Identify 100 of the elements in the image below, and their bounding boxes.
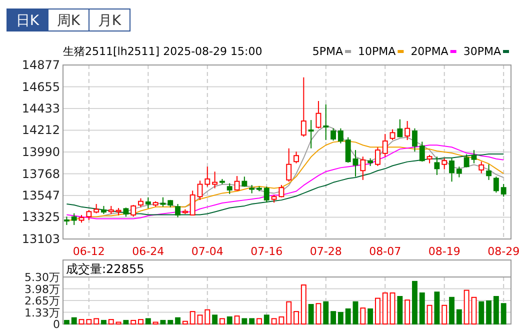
- x-tick-label: 06-12: [72, 245, 105, 258]
- y-tick-label: 13103: [22, 232, 60, 246]
- bar: [204, 309, 210, 324]
- bar: [64, 320, 70, 324]
- bar: [168, 320, 174, 324]
- bar: [412, 280, 418, 324]
- y-tick-label: 14212: [22, 123, 60, 138]
- y-tick-label: 1.33万: [24, 306, 60, 320]
- x-tick-label: 08-19: [428, 245, 460, 258]
- bar: [500, 303, 506, 324]
- line-series: [103, 125, 504, 216]
- bar: [160, 320, 166, 324]
- candlestick: [442, 158, 448, 170]
- candlestick: [419, 141, 425, 162]
- bar: [330, 311, 336, 324]
- candlestick: [352, 150, 358, 178]
- candlestick: [160, 196, 166, 208]
- candlestick: [86, 209, 92, 220]
- candlestick: [360, 156, 366, 180]
- candlestick: [234, 176, 240, 192]
- bar: [145, 318, 151, 324]
- bar: [368, 308, 374, 324]
- y-tick-label: 3.98万: [24, 282, 60, 296]
- bar: [449, 296, 454, 324]
- x-tick-label: 08-07: [369, 245, 402, 258]
- candlestick: [204, 166, 210, 188]
- candlestick: [330, 128, 336, 142]
- legend-label: 5PMA: [312, 45, 344, 58]
- y-tick-label: 13547: [22, 188, 60, 202]
- candlestick: [175, 203, 180, 218]
- candlestick: [190, 190, 196, 216]
- text: 周K: [56, 13, 81, 29]
- candlestick: [493, 176, 499, 194]
- bar: [86, 319, 92, 324]
- bar: [464, 290, 470, 324]
- candlestick: [316, 100, 322, 129]
- y-tick-label: 5.30万: [24, 271, 60, 284]
- candlestick: [456, 166, 462, 178]
- bar: [300, 284, 306, 324]
- bar: [234, 316, 240, 324]
- candlestick: [130, 204, 136, 218]
- chart-title: 生猪2511[lh2511] 2025-08-29 15:00: [63, 45, 262, 58]
- bar: [242, 318, 248, 324]
- x-tick-label: 08-29: [488, 245, 519, 258]
- candlestick: [434, 156, 440, 176]
- text: 日K: [16, 13, 40, 29]
- legend-label: 20PMA: [410, 45, 449, 58]
- bar: [352, 301, 358, 324]
- y-tick-label: 2.65万: [24, 294, 60, 308]
- y-tick-label: 13325: [22, 210, 60, 224]
- candlestick: [308, 120, 314, 149]
- candlestick: [94, 203, 100, 214]
- bar: [360, 308, 366, 324]
- bar: [478, 301, 484, 324]
- y-tick-label: 13768: [22, 166, 60, 181]
- candlestick: [390, 128, 396, 141]
- candlestick: [338, 128, 344, 144]
- bar: [256, 318, 262, 324]
- bar: [219, 318, 225, 324]
- bar: [323, 301, 329, 324]
- bar: [226, 316, 232, 324]
- candlestick: [464, 154, 470, 168]
- candlestick: [197, 180, 203, 200]
- text: 月K: [98, 13, 122, 29]
- candlestick: [294, 151, 299, 164]
- x-tick-label: 06-24: [132, 245, 164, 258]
- bar: [294, 311, 299, 324]
- bar: [426, 304, 432, 324]
- bar: [182, 320, 188, 324]
- x-tick-label: 07-28: [310, 245, 342, 258]
- bar: [419, 292, 425, 324]
- bar: [138, 319, 144, 324]
- bar: [434, 292, 440, 324]
- bar: [123, 320, 129, 324]
- candlestick: [397, 118, 403, 138]
- bar: [390, 292, 396, 324]
- candlestick: [412, 128, 418, 152]
- bar: [493, 296, 499, 324]
- candlestick: [374, 146, 380, 167]
- bar: [249, 318, 255, 324]
- x-tick-label: 07-16: [250, 245, 283, 258]
- bar: [345, 308, 351, 324]
- bar: [374, 298, 380, 324]
- candlestick: [71, 212, 77, 226]
- legend-label: 10PMA: [358, 45, 396, 58]
- bar: [404, 300, 410, 324]
- y-tick-label: 14433: [22, 102, 60, 116]
- y-tick-label: 13990: [22, 145, 60, 159]
- chart-title: 成交量:22855: [66, 262, 144, 276]
- bar: [264, 314, 270, 324]
- bar: [108, 319, 114, 324]
- candlestick: [345, 136, 351, 164]
- candlestick: [138, 198, 144, 208]
- bar: [308, 304, 314, 324]
- candlestick: [123, 207, 129, 218]
- legend-label: 30PMA: [463, 45, 502, 58]
- candlestick: [471, 150, 477, 164]
- candlestick: [404, 120, 410, 141]
- bar: [316, 303, 322, 324]
- y-tick-label: 14877: [22, 58, 60, 72]
